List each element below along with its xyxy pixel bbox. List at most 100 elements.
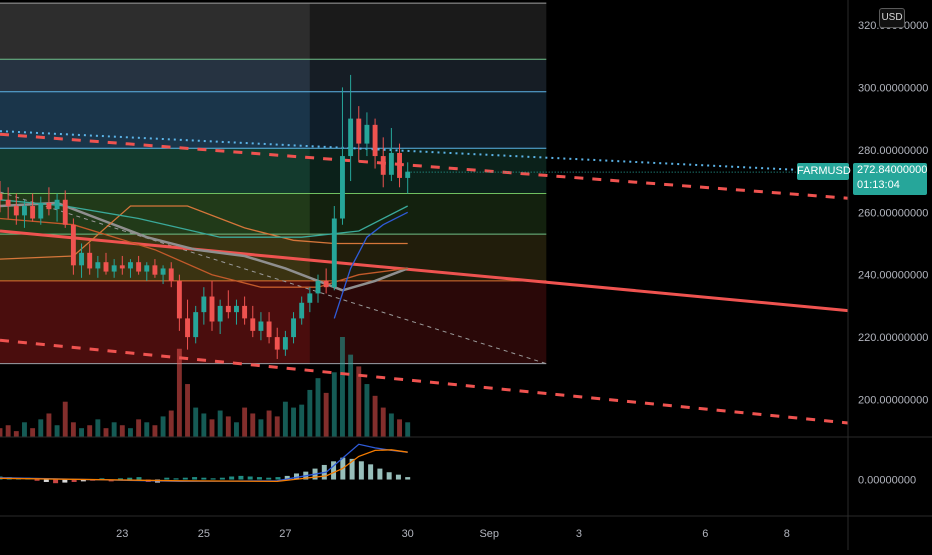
oscillator-bar — [219, 477, 225, 480]
volume-bar — [225, 416, 231, 437]
volume-bar — [380, 407, 386, 437]
oscillator-bar — [164, 477, 170, 480]
time-tick-label: 30 — [402, 528, 414, 540]
price-tick-label: 300.00000000 — [858, 82, 928, 94]
volume-bar — [307, 389, 313, 437]
candle-body — [242, 305, 248, 319]
volume-bar — [79, 428, 84, 437]
candle-body — [258, 321, 264, 331]
volume-bar — [315, 378, 321, 437]
moving-average-1 — [0, 205, 408, 260]
candle-body — [70, 224, 76, 266]
oscillator-bar — [386, 472, 392, 480]
moving-average-3 — [333, 211, 408, 319]
volume-bar — [201, 413, 207, 437]
volume-bar — [95, 419, 101, 437]
volume-bar — [13, 431, 19, 437]
candle-body — [30, 206, 36, 219]
oscillator-bar — [99, 478, 105, 480]
volume-bar — [209, 419, 215, 437]
volume-bar — [185, 384, 190, 437]
volume-bar — [111, 422, 117, 437]
volume-bar — [38, 419, 44, 437]
oscillator-bar — [331, 461, 337, 480]
volume-bar — [291, 407, 296, 437]
oscillator-bar — [349, 458, 355, 480]
volume-bar — [160, 416, 166, 437]
candle-body — [119, 265, 125, 269]
oscillator-bar — [229, 476, 235, 480]
oscillator-bar — [294, 473, 300, 480]
oscillator-bar — [192, 477, 198, 480]
oscillator-bar — [284, 475, 290, 480]
volume-bar — [331, 372, 337, 437]
oscillator-fast-line — [0, 443, 408, 483]
time-tick-label: 23 — [116, 528, 128, 540]
time-tick-label: 27 — [279, 528, 291, 540]
candle-body — [372, 124, 378, 157]
time-tick-label: Sep — [479, 528, 499, 540]
candle-body — [185, 318, 190, 338]
oscillator-bar — [80, 479, 86, 482]
fib-zone-6 — [0, 280, 310, 364]
volume-bar — [30, 428, 36, 437]
fib-zone-right-4 — [309, 193, 547, 235]
countdown-timer: 01:13:04 — [857, 179, 900, 191]
candle-body — [152, 265, 158, 275]
fib-zone-right-1 — [309, 59, 547, 92]
candle-body — [111, 265, 117, 272]
candle-body — [201, 296, 207, 313]
oscillator-bar — [173, 478, 179, 480]
volume-bar — [193, 407, 199, 437]
candle-body — [217, 305, 223, 322]
oscillator-bar — [266, 477, 272, 480]
volume-bar — [176, 348, 182, 437]
candle-body — [38, 202, 44, 219]
oscillator-bar — [256, 477, 262, 480]
fib-zone-right-5 — [309, 234, 547, 281]
candle-body — [0, 193, 3, 200]
oscillator-bar — [405, 477, 411, 480]
volume-bar — [356, 366, 362, 437]
trend-line-solid — [0, 229, 849, 313]
candle-body — [144, 265, 150, 272]
oscillator-slow-line — [0, 449, 408, 483]
candle-body — [176, 280, 182, 319]
price-tick-label: 200.00000000 — [858, 395, 928, 407]
candle-body — [291, 318, 296, 338]
oscillator-bar — [34, 479, 40, 481]
candle-body — [87, 252, 93, 269]
volume-bar — [119, 425, 125, 437]
volume-bar — [299, 404, 305, 437]
volume-bar — [388, 413, 394, 437]
currency-badge[interactable]: USD — [879, 8, 905, 28]
candle-body — [388, 152, 394, 175]
volume-bar — [128, 428, 133, 437]
candle-body — [136, 262, 142, 272]
oscillator-bar — [377, 468, 383, 480]
candle-body — [13, 206, 19, 216]
oscillator-bar — [395, 474, 401, 480]
candle-body — [340, 156, 345, 219]
oscillator-bar — [62, 479, 68, 483]
oscillator-bar — [238, 475, 244, 480]
oscillator-bar — [53, 479, 59, 484]
candle-body — [266, 321, 272, 338]
volume-bar — [266, 410, 272, 437]
trend-line-dashed — [0, 338, 849, 425]
volume-bar — [364, 384, 370, 437]
candle-body — [380, 156, 386, 175]
oscillator-bar — [201, 477, 207, 480]
candle-body — [315, 280, 321, 294]
oscillator-bar — [247, 476, 253, 480]
price-tick-label: 280.00000000 — [858, 145, 928, 157]
candle-body — [234, 305, 239, 313]
moving-average-2 — [0, 217, 408, 288]
oscillator-bar — [275, 477, 281, 480]
candle-body — [299, 302, 305, 319]
last-price-value: 272.84000000 — [857, 164, 928, 176]
candle-body — [95, 262, 101, 269]
oscillator-bar — [368, 464, 374, 480]
